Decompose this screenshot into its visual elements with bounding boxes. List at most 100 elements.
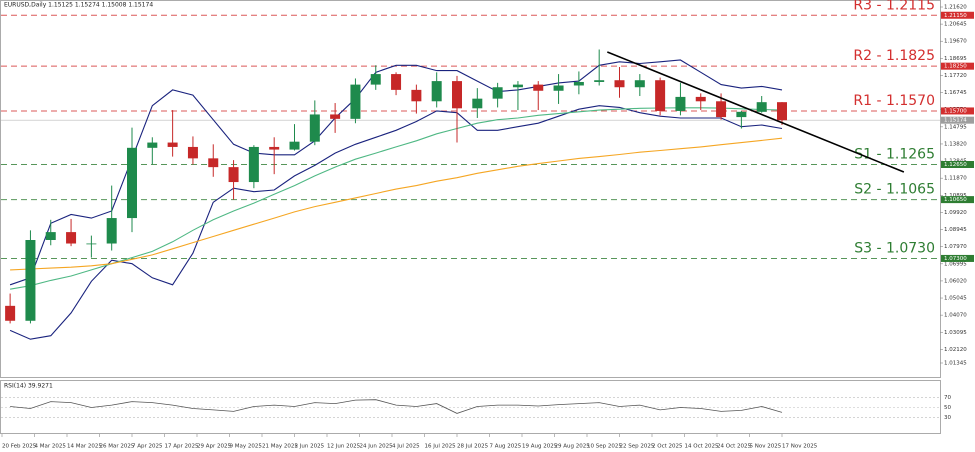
last-price-label-bg [941, 116, 974, 124]
level-axis-label-bg [941, 161, 974, 169]
rsi-panel [0, 380, 941, 434]
overlay-line [10, 137, 783, 271]
overlay-line [9, 59, 783, 286]
y-tick-label: 1.06020 [944, 278, 967, 284]
y-tick-label: 1.07970 [944, 244, 967, 250]
candle-body [695, 96, 706, 102]
level-axis-label-bg [941, 254, 974, 262]
candle-body [228, 167, 239, 183]
x-tick-label: 17 Apr 2025 [165, 444, 200, 450]
x-tick-label: 12 Jun 2025 [327, 444, 361, 450]
level-label: S3 - 1.0730 [854, 240, 935, 256]
x-tick-label: 24 Oct 2025 [717, 444, 752, 450]
candle-body [756, 102, 767, 112]
y-tick-label: 1.02120 [944, 347, 967, 353]
x-tick-label: 14 Mar 2025 [67, 444, 102, 450]
y-tick-label: 1.06995 [944, 261, 967, 267]
y-tick-label: 1.18695 [944, 56, 967, 62]
y-tick-label: 1.21620 [944, 5, 967, 11]
candle-body [452, 81, 462, 109]
level-axis-label-bg [941, 11, 974, 19]
y-tick-label: 1.19670 [944, 39, 967, 45]
candle-body [431, 81, 442, 102]
y-tick-label: 1.13820 [944, 141, 967, 147]
candle-body [167, 142, 178, 147]
rsi-line [10, 399, 783, 414]
chart-title: EURUSD,Daily 1.15125 1.15274 1.15008 1.1… [4, 2, 153, 9]
y-tick-label: 1.05045 [944, 296, 967, 302]
x-tick-label: 22 Sep 2025 [620, 444, 655, 450]
y-tick-label: 1.09920 [944, 210, 967, 216]
candle-body [512, 84, 523, 88]
candle-body [269, 146, 280, 150]
x-tick-label: 2 Oct 2025 [652, 444, 683, 450]
candle-body [533, 84, 544, 91]
candle-body [5, 305, 16, 321]
y-tick-label: 1.04070 [944, 313, 967, 319]
x-tick-label: 16 Jul 2025 [425, 444, 457, 450]
y-tick-label: 1.11870 [944, 176, 967, 182]
rsi-title: RSI(14) 39.9271 [4, 383, 53, 390]
y-tick-label: 1.17720 [944, 73, 967, 79]
candle-body [86, 243, 97, 245]
y-tick-label: 1.10895 [944, 193, 967, 199]
candle-body [248, 146, 259, 183]
level-axis-label-bg [941, 196, 974, 204]
candle-body [370, 74, 381, 85]
candle-body [106, 218, 117, 244]
candle-body [350, 84, 361, 119]
candle-body [492, 87, 503, 99]
level-label: S1 - 1.1265 [854, 147, 935, 163]
x-tick-label: 26 Mar 2025 [100, 444, 135, 450]
overlay-line [9, 105, 783, 340]
candle-body [147, 142, 158, 148]
x-tick-label: 20 Feb 2025 [2, 444, 37, 450]
candle-body [472, 98, 483, 109]
candle-body [736, 111, 747, 118]
y-tick-label: 1.20645 [944, 22, 967, 28]
candle-body [411, 89, 422, 102]
x-tick-label: 29 Apr 2025 [197, 444, 232, 450]
level-axis-label: 1.18250 [944, 64, 967, 70]
candle-body [330, 114, 341, 119]
y-tick-label: 1.16745 [944, 90, 967, 96]
level-label: S2 - 1.1065 [854, 182, 935, 198]
price-panel [0, 0, 941, 378]
x-tick-label: 29 Aug 2025 [555, 444, 591, 450]
level-axis-label: 1.21150 [944, 13, 967, 19]
candle-body [553, 85, 564, 91]
candle-body [675, 96, 686, 111]
x-tick-label: 4 Jul 2025 [392, 444, 420, 450]
y-tick-label: 1.08945 [944, 227, 967, 233]
candle-body [309, 114, 320, 142]
candle-body [716, 101, 727, 118]
x-tick-label: 7 Aug 2025 [490, 444, 522, 450]
last-price-label: 1.15174 [944, 118, 967, 124]
rsi-tick-label: 70 [944, 395, 951, 401]
y-tick-label: 1.03095 [944, 330, 967, 336]
candle-body [187, 146, 198, 159]
trendline [607, 51, 905, 173]
level-axis-label: 1.07300 [944, 256, 967, 262]
y-tick-label: 1.14795 [944, 124, 967, 130]
candle-body [45, 232, 56, 241]
x-tick-label: 2 Jun 2025 [295, 444, 325, 450]
overlay-line [10, 107, 783, 290]
level-label: R3 - 1.2115 [853, 0, 935, 13]
x-tick-label: 7 Apr 2025 [132, 444, 163, 450]
candle-body [25, 240, 36, 321]
candle-body [655, 80, 666, 111]
x-tick-label: 5 Nov 2025 [750, 444, 782, 450]
x-tick-label: 24 Jun 2025 [360, 444, 394, 450]
x-tick-label: 10 Sep 2025 [587, 444, 622, 450]
candle-body [614, 80, 625, 88]
x-tick-label: 4 Mar 2025 [35, 444, 67, 450]
level-axis-label-bg [941, 62, 974, 70]
x-tick-label: 21 May 2025 [262, 444, 298, 450]
y-tick-label: 1.01345 [944, 361, 967, 367]
x-tick-label: 17 Nov 2025 [782, 444, 818, 450]
candle-body [391, 74, 402, 90]
level-axis-label: 1.12650 [944, 162, 967, 168]
candle-body [777, 102, 787, 121]
